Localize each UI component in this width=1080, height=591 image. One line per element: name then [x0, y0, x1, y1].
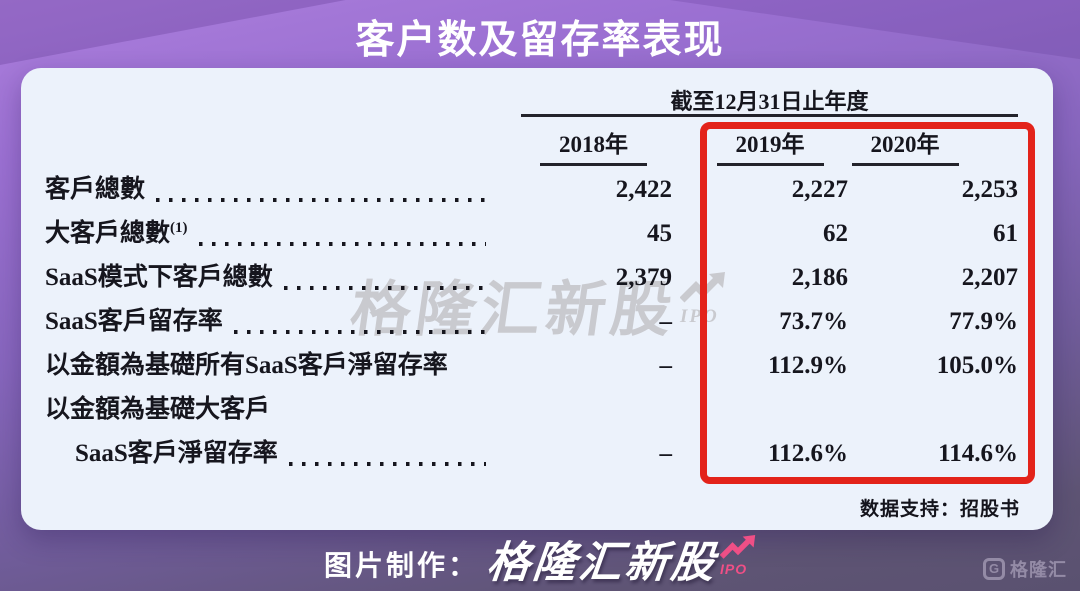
table-row: SaaS客戶留存率 – 73.7% 77.9%: [21, 300, 1053, 344]
footer-brand-logo: 格隆汇新股: [484, 539, 720, 587]
value-2020: 2,253: [961, 176, 1018, 203]
footer-credit-label: 图片制作：: [323, 549, 479, 581]
row-label: SaaS客戶淨留存率: [75, 440, 278, 467]
table-row: SaaS客戶淨留存率 – 112.6% 114.6%: [21, 432, 1053, 476]
value-2018: 2,379: [615, 264, 672, 291]
value-2020: 105.0%: [936, 352, 1018, 379]
footer-ipo-label: IPO: [720, 560, 748, 577]
value-2018: –: [659, 440, 673, 467]
table-body: 客戶總數 2,422 2,227 2,253 大客戶總數(1) 45 62 61…: [21, 168, 1053, 476]
dot-leader: [283, 286, 486, 290]
value-2020: 61: [993, 220, 1018, 247]
table-row: 以金額為基礎所有SaaS客戶淨留存率 – 112.9% 105.0%: [21, 344, 1053, 388]
data-table-card: 格隆汇新股 IPO 截至12月31日止年度 2018年 2019年 2020年 …: [21, 68, 1053, 530]
value-2019: 112.6%: [768, 440, 848, 467]
table-row: 以金額為基礎大客戶: [21, 388, 1053, 432]
gelonghui-g-icon: G: [983, 558, 1005, 580]
value-2018: 2,422: [615, 176, 672, 203]
row-label: 以金額為基礎大客戶: [45, 396, 271, 423]
dot-leader: [198, 242, 486, 246]
value-2018: 45: [647, 220, 672, 247]
period-header: 截至12月31日止年度: [670, 89, 869, 114]
value-2020: 2,207: [961, 264, 1018, 291]
value-2019: 2,186: [791, 264, 848, 291]
footer: 图片制作： 格隆汇新股 IPO: [0, 534, 1080, 591]
trend-arrow-icon: [720, 534, 756, 559]
row-label: 大客戶總數: [45, 220, 171, 247]
value-2019: 2,227: [791, 176, 848, 203]
table-row: 大客戶總數(1) 45 62 61: [21, 212, 1053, 256]
dot-leader: [233, 330, 486, 334]
footnote-marker: (1): [170, 220, 188, 236]
row-label: 以金額為基礎所有SaaS客戶淨留存率: [45, 352, 448, 379]
value-2020: 114.6%: [938, 440, 1018, 467]
value-2019: 62: [823, 220, 848, 247]
column-header-2019: 2019年: [682, 125, 858, 166]
period-underline: [521, 114, 1018, 117]
table-row: SaaS模式下客戶總數 2,379 2,186 2,207: [21, 256, 1053, 300]
source-note: 数据支持：招股书: [859, 499, 1020, 520]
dot-leader: [288, 462, 486, 466]
corner-brand-text: 格隆汇: [1010, 560, 1067, 580]
row-label: SaaS客戶留存率: [45, 308, 223, 335]
column-header-2020: 2020年: [820, 125, 990, 166]
row-label: SaaS模式下客戶總數: [45, 264, 273, 291]
corner-brand-logo: G 格隆汇: [983, 556, 1067, 582]
column-headers: 2018年 2019年 2020年: [21, 125, 1053, 167]
page-title: 客户数及留存率表现: [355, 19, 725, 62]
dot-leader: [156, 198, 486, 202]
value-2018: –: [659, 352, 673, 379]
table-row: 客戶總數 2,422 2,227 2,253: [21, 168, 1053, 212]
column-header-2018: 2018年: [515, 125, 672, 166]
value-2019: 112.9%: [768, 352, 848, 379]
value-2019: 73.7%: [779, 308, 848, 335]
footer-brand-mark: IPO: [720, 534, 756, 577]
value-2020: 77.9%: [949, 308, 1018, 335]
row-label: 客戶總數: [45, 176, 146, 203]
value-2018: –: [659, 308, 673, 335]
